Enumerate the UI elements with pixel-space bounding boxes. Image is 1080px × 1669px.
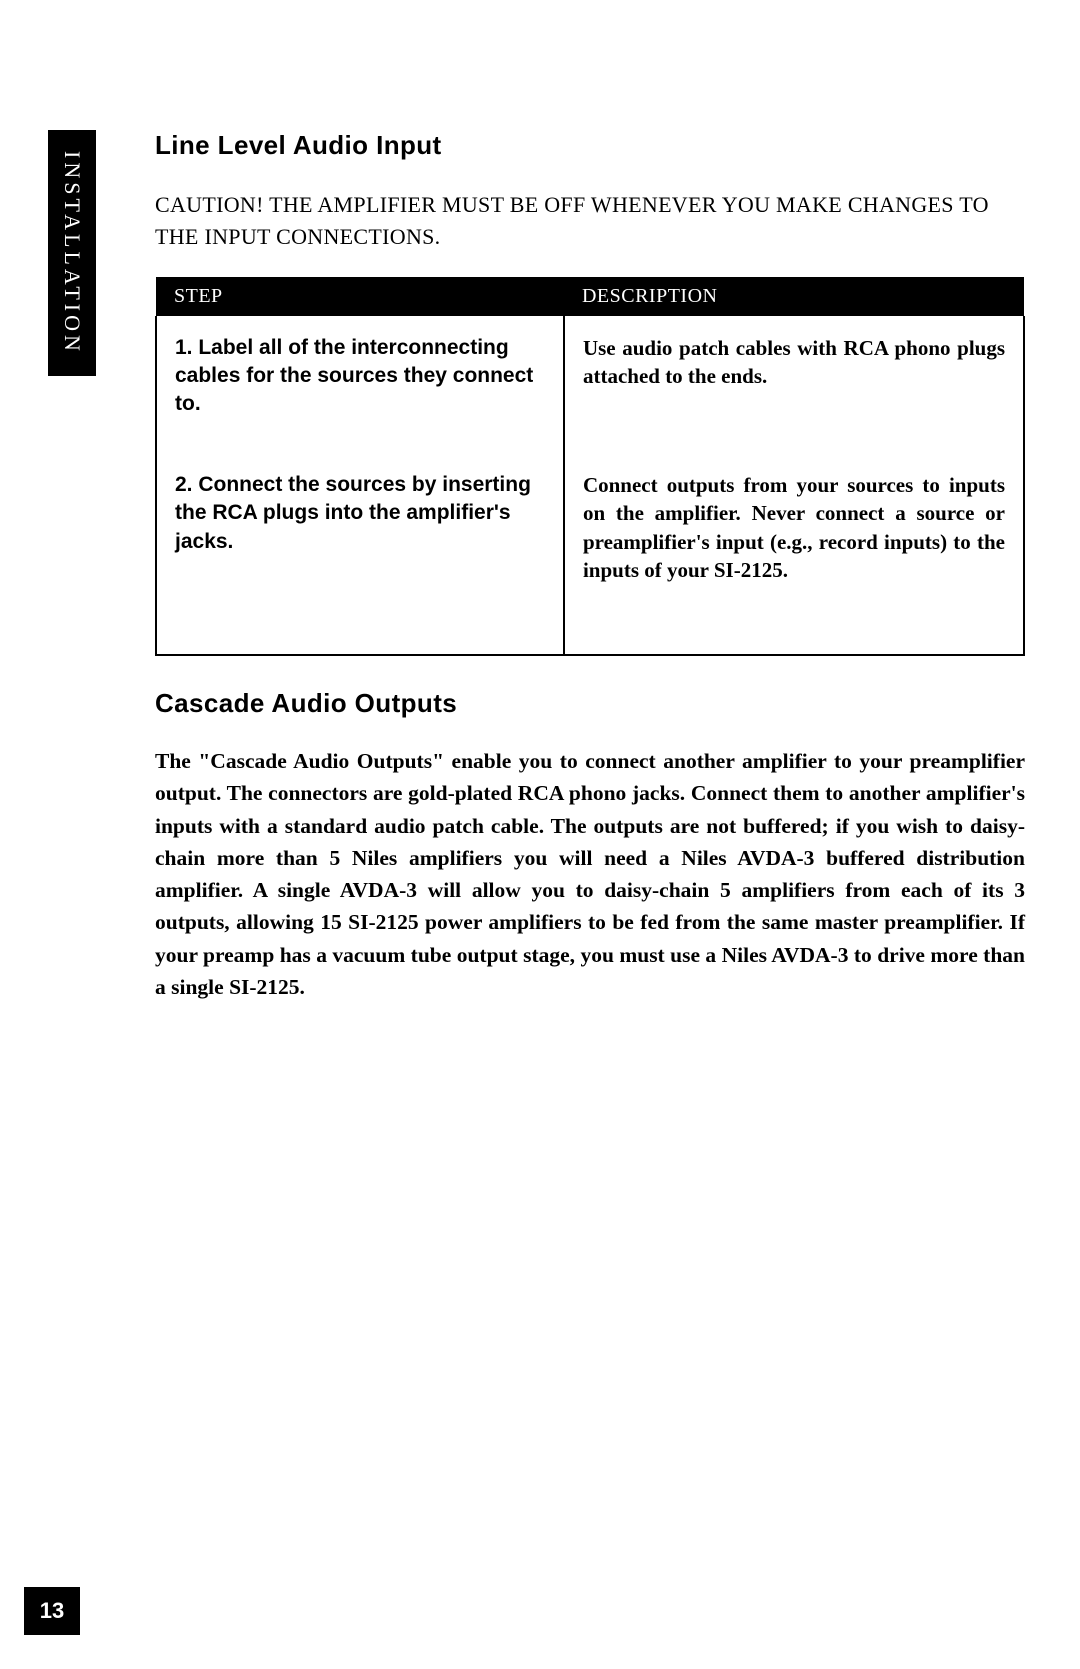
heading-cascade: Cascade Audio Outputs bbox=[155, 688, 1025, 719]
table-header-row: STEP DESCRIPTION bbox=[156, 277, 1024, 316]
table-row: 2. Connect the sources by inserting the … bbox=[156, 453, 1024, 655]
heading-line-level: Line Level Audio Input bbox=[155, 130, 1025, 161]
steps-table: STEP DESCRIPTION 1. Label all of the int… bbox=[155, 277, 1025, 656]
sidebar-label: INSTALLATION bbox=[59, 151, 85, 355]
col-header-description: DESCRIPTION bbox=[564, 277, 1024, 316]
table-row: 1. Label all of the interconnecting cabl… bbox=[156, 316, 1024, 453]
desc-cell: Use audio patch cables with RCA phono pl… bbox=[564, 316, 1024, 453]
desc-cell: Connect outputs from your sources to inp… bbox=[564, 453, 1024, 655]
cascade-body: The "Cascade Audio Outputs" enable you t… bbox=[155, 745, 1025, 1003]
page-number-text: 13 bbox=[40, 1598, 64, 1624]
col-header-step: STEP bbox=[156, 277, 564, 316]
page-number: 13 bbox=[24, 1587, 80, 1635]
sidebar-tab: INSTALLATION bbox=[48, 130, 96, 376]
page-content: Line Level Audio Input CAUTION! THE AMPL… bbox=[155, 130, 1025, 1003]
caution-text: CAUTION! THE AMPLIFIER MUST BE OFF WHENE… bbox=[155, 189, 1025, 253]
step-cell: 1. Label all of the interconnecting cabl… bbox=[156, 316, 564, 453]
step-cell: 2. Connect the sources by inserting the … bbox=[156, 453, 564, 655]
